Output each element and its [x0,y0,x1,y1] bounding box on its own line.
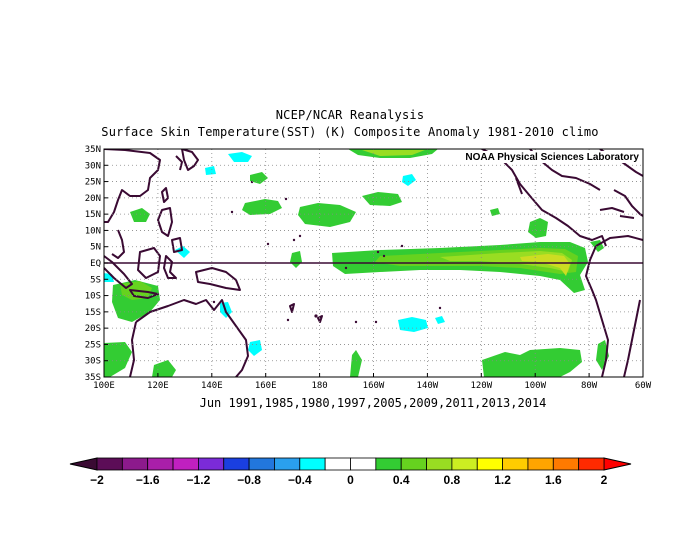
composite-years: Jun 1991,1985,1980,1997,2005,2009,2011,2… [200,396,547,410]
anomaly-southeast-warm [482,348,582,377]
lat-tick-label: 10S [85,292,101,302]
anomaly-north-subtropical [298,203,356,227]
colorbar-swatch [578,457,605,471]
colorbar-swatch [400,457,427,471]
colorbar-label: 2 [601,473,608,487]
colorbar-swatch [172,457,199,471]
lat-tick-label: 5S [90,275,101,285]
lon-tick-label: 160W [363,381,385,391]
colorbar-swatch [274,457,301,471]
colorbar-swatch [197,457,225,471]
colorbar-swatch [527,457,554,471]
lat-tick-label: 15S [85,308,101,318]
colorbar-swatch [147,457,174,471]
lon-tick-label: 100E [93,381,115,391]
lat-tick-label: 25S [85,340,101,350]
lon-tick-label: 180 [311,381,327,391]
lat-tick-label: 30N [85,161,101,171]
colorbar-swatch [451,457,478,471]
lat-tick-label: 15N [85,210,101,220]
lat-tick-label: 5N [90,243,101,253]
credit-label: NOAA Physical Sciences Laboratory [465,152,639,163]
colorbar-label: −0.8 [237,473,261,487]
colorbar-swatch [426,457,453,471]
colorbar-swatch [96,457,123,471]
colorbar-swatch [248,457,275,471]
map-subtitle: Surface Skin Temperature(SST) (K) Compos… [101,125,599,139]
lat-tick-label: 20S [85,324,101,334]
lon-tick-label: 140E [201,381,223,391]
colorbar-swatch [502,457,529,471]
colorbar-label: 1.6 [545,473,562,487]
colorbar-swatch [223,457,250,471]
colorbar-over-arrow [603,457,632,471]
lat-tick-label: EQ [90,259,101,269]
lon-tick-label: 160E [255,381,277,391]
islands [212,180,442,324]
colorbar-label: −0.4 [288,473,312,487]
colorbar-swatch [552,457,580,471]
lat-tick-label: 20N [85,194,101,204]
map-title: NCEP/NCAR Reanalysis [275,108,425,122]
lat-tick-label: 35N [85,145,101,155]
colorbar-label: −2 [90,473,104,487]
colorbar-swatch [375,457,402,471]
colorbar-swatch [476,457,504,471]
colorbar-label: 0 [347,473,354,487]
lon-tick-label: 100W [524,381,546,391]
colorbar-label: −1.2 [187,473,211,487]
colorbar: −2 −1.6 −1.2 −0.8 −0.4 0 0.4 0.8 1.2 1.6 2 [69,457,632,487]
colorbar-under-arrow [69,457,98,471]
colorbar-swatch [299,457,326,471]
lon-tick-label: 80W [581,381,598,391]
lon-tick-label: 140W [417,381,439,391]
lat-tick-label: 30S [85,357,101,367]
colorbar-label: 1.2 [494,473,511,487]
colorbar-label: 0.8 [444,473,461,487]
lon-tick-label: 120W [470,381,492,391]
credit-box [462,151,642,163]
colorbar-label: −1.6 [136,473,160,487]
lat-tick-label: 10N [85,226,101,236]
lat-axis: 35N 30N 25N 20N 15N 10N 5N EQ 5S 10S 15S 20S 25S 30S 3… [85,145,108,383]
lat-tick-label: 35S [85,373,101,383]
lon-axis: 100E 120E 140E 160E 180 160W 140W 120W 100W 80W 60… [93,373,652,391]
lat-tick-label: 25N [85,178,101,188]
colorbar-swatch [350,457,377,471]
colorbar-label: 0.4 [393,473,410,487]
lon-tick-label: 120E [147,381,169,391]
colorbar-swatch [121,457,149,471]
colorbar-swatch [324,457,351,471]
lon-tick-label: 60W [635,381,652,391]
